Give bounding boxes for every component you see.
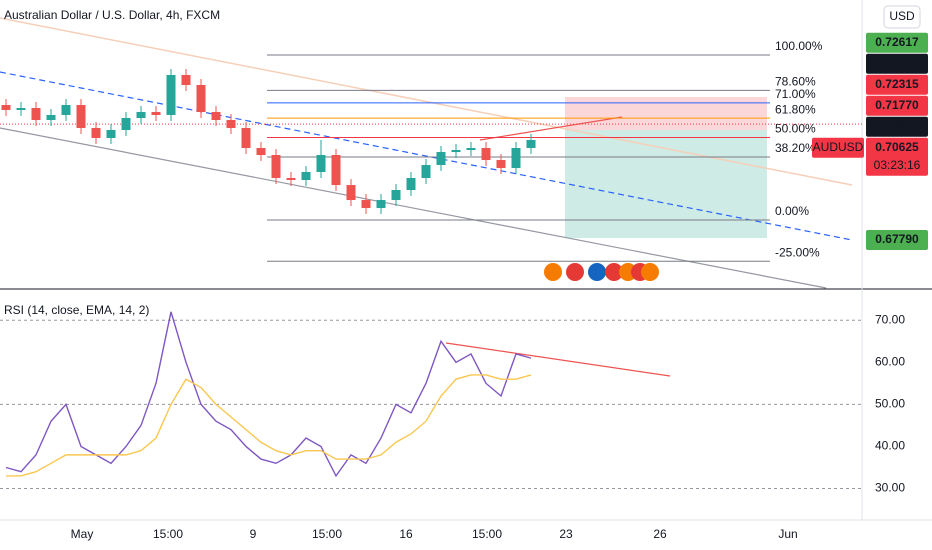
candle-body [346, 185, 356, 201]
candle-body [181, 74, 191, 85]
symbol-label: AUDUSD [813, 140, 864, 154]
fib-label: 71.00% [775, 87, 816, 101]
candle-body [331, 154, 341, 186]
time-label: May [71, 527, 94, 541]
candle-body [46, 114, 56, 121]
y-tick-label: 30.00 [875, 481, 905, 495]
event-icon [566, 263, 584, 281]
candle-body [226, 120, 236, 128]
candle-body [406, 177, 416, 191]
candle-body [361, 200, 371, 208]
price-label-box [866, 53, 928, 74]
candle-body [496, 160, 506, 168]
trend-line [479, 116, 623, 141]
symbol-box [812, 137, 864, 158]
fib-label: 50.00% [775, 122, 816, 136]
candle-body [526, 139, 536, 149]
candle-body [481, 148, 491, 161]
candle-body [241, 127, 251, 149]
y-tick-label: 60.00 [875, 354, 905, 368]
currency-button[interactable] [883, 5, 921, 29]
position-profit-zone [565, 130, 767, 238]
candle-body [256, 148, 266, 155]
candle-body [436, 152, 446, 166]
time-label: 9 [250, 527, 257, 541]
fib-label: 100.00% [775, 39, 823, 53]
price-label-box [866, 95, 928, 116]
drawings [0, 17, 853, 377]
channel-mid [0, 71, 853, 241]
candle-body [286, 177, 296, 180]
time-label: 15:00 [312, 527, 342, 541]
rsi-title: RSI (14, close, EMA, 14, 2) [4, 303, 149, 317]
y-tick-label: 50.00 [875, 397, 905, 411]
currency-label[interactable]: USD [889, 9, 915, 23]
price-label: 0.72415 [875, 56, 919, 70]
candle-body [151, 112, 161, 115]
price-label: 0.72617 [875, 35, 919, 49]
time-label: 23 [559, 527, 573, 541]
candle-body [451, 150, 461, 153]
price-label: 0.72315 [875, 77, 919, 91]
rsi-line [6, 374, 532, 477]
candle-body [511, 148, 521, 168]
price-label-box [866, 137, 928, 176]
price-label: 0.67790 [875, 232, 919, 246]
price-label: 0.71770 [875, 98, 919, 112]
candle-body [16, 108, 26, 111]
candle-body [166, 74, 176, 115]
fib-label: 38.20% [775, 141, 816, 155]
fib-label: 78.60% [775, 75, 816, 89]
event-icon [641, 263, 659, 281]
candle-body [196, 84, 206, 113]
price-label-box [866, 116, 928, 137]
rsi-divergence-line [445, 342, 671, 377]
y-tick-label: 40.00 [875, 439, 905, 453]
candle-body [31, 108, 41, 121]
time-label: 16 [399, 527, 413, 541]
time-label: Jun [778, 527, 797, 541]
candle-body [301, 171, 311, 180]
fib-label: 61.80% [775, 102, 816, 116]
time-label: 26 [653, 527, 667, 541]
time-label: 15:00 [153, 527, 183, 541]
candle-body [61, 105, 71, 115]
candle-body [76, 105, 86, 128]
candle-body [121, 118, 131, 130]
price-label-box [866, 32, 928, 53]
price-label-box [866, 74, 928, 95]
candle-body [211, 112, 221, 121]
position-loss-zone [565, 97, 767, 130]
time-label: 15:00 [472, 527, 502, 541]
candle-body [91, 127, 101, 138]
candle-body [391, 190, 401, 201]
fib-label: -25.00% [775, 245, 820, 259]
countdown: 03:23:16 [874, 158, 921, 172]
event-icon [605, 263, 623, 281]
candle-body [376, 200, 386, 208]
price-label: 0.70625 [875, 140, 919, 154]
candle-body [316, 154, 326, 172]
price-label-box [866, 229, 928, 250]
rsi-line [5, 311, 532, 478]
event-icon [544, 263, 562, 281]
price-label: 0.70828 [875, 119, 919, 133]
chart-title: Australian Dollar / U.S. Dollar, 4h, FXC… [4, 8, 220, 22]
y-tick-label: 70.00 [875, 312, 905, 326]
candle-body [106, 129, 116, 138]
candle-body [1, 105, 11, 111]
event-icon [588, 263, 606, 281]
candle-body [271, 154, 281, 178]
fib-label: 0.00% [775, 204, 809, 218]
candle-body [136, 112, 146, 119]
event-icons [544, 263, 659, 281]
candle-body [466, 148, 476, 151]
candle-body [421, 165, 431, 178]
